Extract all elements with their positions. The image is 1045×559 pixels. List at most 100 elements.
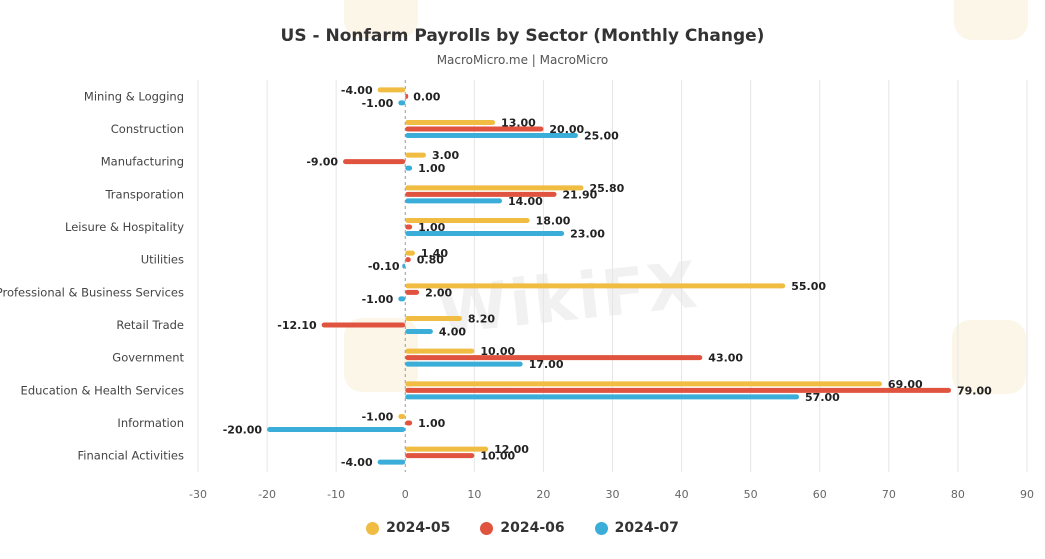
- category-label: Retail Trade: [116, 318, 184, 332]
- bar: [405, 224, 413, 230]
- bar: [398, 296, 406, 302]
- x-tick-label: 80: [951, 488, 965, 501]
- bar: [405, 185, 584, 191]
- x-tick-label: 90: [1020, 488, 1034, 501]
- bar: [321, 322, 406, 328]
- bar: [405, 387, 952, 393]
- bar: [377, 459, 406, 465]
- bar: [402, 263, 406, 269]
- category-label: Mining & Logging: [84, 89, 184, 103]
- data-label: -9.00: [306, 156, 338, 169]
- category-label: Financial Activities: [78, 449, 184, 463]
- data-label: 25.80: [589, 182, 624, 195]
- bar: [405, 329, 433, 334]
- data-label: 18.00: [536, 215, 571, 228]
- bar: [405, 348, 475, 354]
- legend: 2024-05 2024-06 2024-07: [0, 520, 1045, 536]
- legend-swatch-icon: [366, 521, 380, 535]
- bar: [377, 87, 406, 93]
- bar: [398, 414, 406, 419]
- data-label: -0.10: [368, 260, 400, 273]
- category-label: Construction: [111, 122, 184, 136]
- legend-swatch-icon: [480, 521, 494, 535]
- data-label: 2.00: [425, 286, 452, 299]
- data-label: 69.00: [888, 378, 923, 391]
- data-label: 10.00: [480, 450, 515, 463]
- data-label: 1.00: [418, 221, 445, 234]
- data-label: 23.00: [570, 228, 605, 241]
- data-label: 57.00: [805, 391, 840, 404]
- data-label: 4.00: [439, 326, 466, 339]
- data-label: -4.00: [341, 84, 373, 97]
- legend-label: 2024-07: [614, 520, 679, 536]
- data-label: 12.00: [494, 443, 529, 456]
- bar: [405, 381, 882, 387]
- legend-item-2024-07[interactable]: 2024-07: [594, 520, 679, 536]
- x-tick-label: 50: [744, 488, 758, 501]
- bar: [405, 316, 462, 321]
- bar: [405, 446, 489, 452]
- category-label: Government: [112, 351, 184, 365]
- x-tick-label: 10: [467, 488, 481, 501]
- data-label: 0.80: [417, 254, 444, 267]
- data-label: 1.40: [421, 247, 448, 260]
- data-label: -1.00: [362, 293, 394, 306]
- legend-label: 2024-06: [500, 520, 565, 536]
- bar: [405, 93, 409, 99]
- category-label: Transporation: [104, 187, 184, 201]
- bar: [405, 120, 496, 125]
- data-label: -1.00: [362, 411, 394, 424]
- legend-item-2024-06[interactable]: 2024-06: [480, 520, 565, 536]
- data-label: 0.00: [413, 90, 440, 103]
- bar: [405, 420, 413, 426]
- data-label: -12.10: [277, 319, 317, 332]
- data-label: 79.00: [957, 384, 992, 397]
- legend-item-2024-05[interactable]: 2024-05: [366, 520, 450, 536]
- x-tick-label: 30: [606, 488, 620, 501]
- data-label: 1.00: [418, 162, 445, 175]
- data-label: 1.00: [418, 417, 445, 430]
- category-label: Information: [117, 416, 184, 430]
- bar: [405, 126, 544, 132]
- bar: [405, 218, 530, 223]
- data-label: 17.00: [529, 358, 564, 371]
- category-label: Leisure & Hospitality: [65, 220, 184, 234]
- data-label: -20.00: [223, 424, 263, 437]
- x-tick-label: -30: [189, 488, 207, 501]
- bar: [405, 355, 703, 361]
- x-tick-label: 40: [675, 488, 689, 501]
- category-label: Education & Health Services: [21, 383, 184, 397]
- bar-chart: -30 -20 -10 0 10 20 30 40 50 60 70 80 90 Mining & Log…: [0, 80, 1034, 501]
- legend-swatch-icon: [594, 521, 608, 535]
- category-label: Manufacturing: [101, 155, 184, 169]
- data-label: 8.20: [468, 313, 495, 326]
- bar: [405, 152, 426, 158]
- bar: [405, 191, 557, 197]
- bar: [405, 283, 786, 289]
- data-label: 14.00: [508, 195, 543, 208]
- bar: [405, 165, 413, 171]
- data-label: -4.00: [341, 456, 373, 469]
- data-label: 20.00: [549, 123, 584, 136]
- bar: [405, 453, 475, 459]
- x-tick-label: -20: [258, 488, 276, 501]
- data-label: 21.90: [563, 188, 598, 201]
- bar: [405, 198, 502, 204]
- bar: [405, 394, 800, 400]
- x-tick-label: 20: [536, 488, 550, 501]
- data-label: 10.00: [480, 345, 515, 358]
- chart-title: US - Nonfarm Payrolls by Sector (Monthly…: [280, 26, 765, 46]
- bar: [405, 289, 420, 295]
- legend-label: 2024-05: [386, 520, 451, 536]
- data-label: 43.00: [708, 352, 743, 365]
- bar: [398, 100, 406, 106]
- bar: [267, 427, 406, 432]
- x-tick-label: 60: [813, 488, 827, 501]
- bar: [405, 250, 415, 256]
- data-label: 13.00: [501, 117, 536, 130]
- bar: [405, 231, 565, 236]
- data-label: 25.00: [584, 130, 619, 143]
- x-tick-label: 0: [402, 488, 409, 501]
- bar: [343, 159, 406, 165]
- data-label: 3.00: [432, 149, 459, 162]
